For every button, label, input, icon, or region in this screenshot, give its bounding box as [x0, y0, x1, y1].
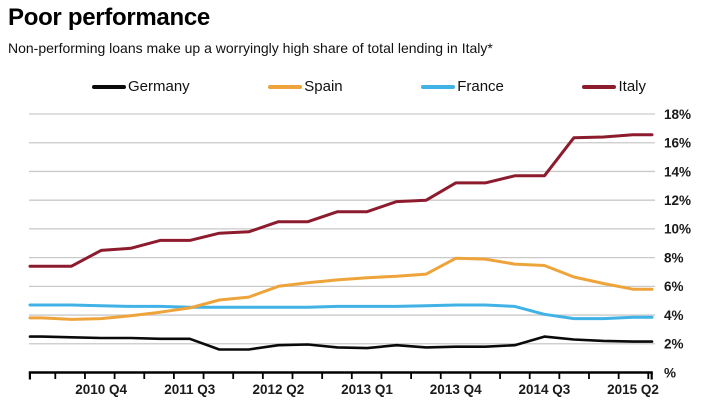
germany-line-swatch-icon: [92, 85, 126, 89]
legend-label: France: [457, 78, 504, 95]
france-line: [28, 303, 654, 321]
italy-line: [28, 133, 654, 268]
x-tick-label-2014-q3: 2014 Q3: [518, 382, 570, 397]
legend-label: Spain: [304, 78, 343, 95]
y-tick-label-14: 14%: [664, 164, 691, 179]
y-tick-label-8: 8%: [664, 250, 684, 265]
germany-line: [28, 335, 654, 351]
chart-title: Poor performance: [8, 4, 210, 31]
france-line-swatch-icon: [421, 85, 456, 89]
legend-item-germany: Germany: [92, 77, 190, 97]
y-tick-label-12: 12%: [664, 193, 691, 208]
legend-label: Italy: [618, 78, 646, 95]
x-tick-label-2013-q4: 2013 Q4: [430, 382, 482, 397]
legend-item-spain: Spain: [268, 77, 343, 97]
y-tick-label-0: %: [664, 365, 676, 380]
legend-label: Germany: [128, 78, 190, 95]
italy-line-swatch-icon: [582, 85, 617, 89]
x-tick-label-2012-q2: 2012 Q2: [253, 382, 305, 397]
y-tick-label-4: 4%: [664, 308, 684, 323]
y-tick-label-6: 6%: [664, 279, 684, 294]
y-tick-label-2: 2%: [664, 337, 684, 352]
x-tick-label-2010-q4: 2010 Q4: [75, 382, 127, 397]
y-tick-label-10: 10%: [664, 222, 691, 237]
x-tick-label-2015-q2: 2015 Q2: [607, 382, 659, 397]
y-tick-label-18: 18%: [664, 107, 691, 122]
chart-subtitle: Non-performing loans make up a worryingl…: [8, 40, 493, 56]
spain-line: [28, 256, 654, 321]
spain-line-swatch-icon: [268, 85, 303, 89]
chart-legend: Germany Spain France Italy: [92, 77, 646, 97]
legend-item-italy: Italy: [582, 77, 646, 97]
y-tick-label-16: 16%: [664, 136, 691, 151]
legend-item-france: France: [421, 77, 504, 97]
x-tick-label-2011-q3: 2011 Q3: [164, 382, 216, 397]
x-tick-label-2013-q1: 2013 Q1: [341, 382, 393, 397]
